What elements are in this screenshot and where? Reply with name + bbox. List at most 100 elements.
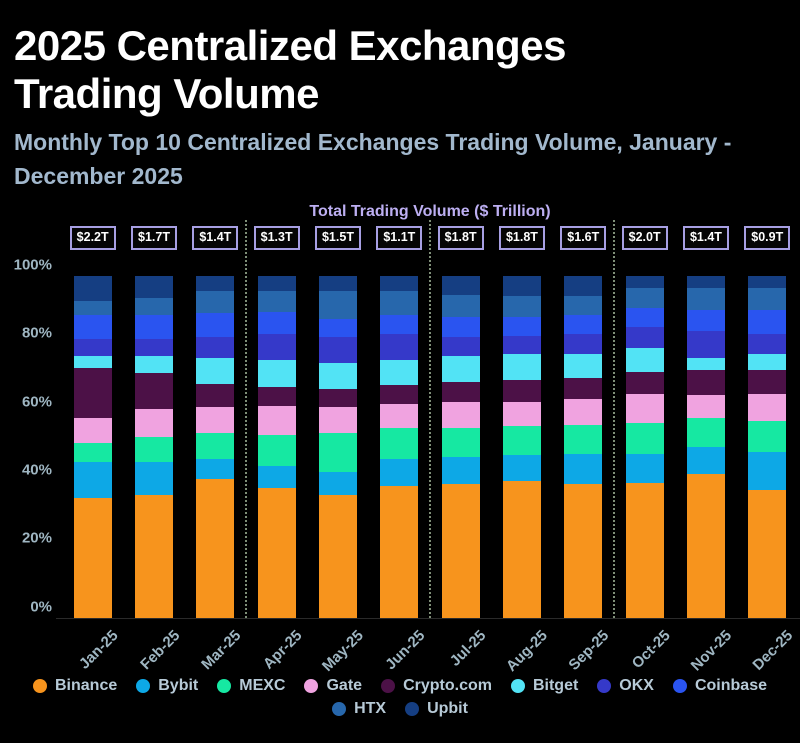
stacked-bar-Jun-25 bbox=[380, 275, 419, 618]
bar-segment-crypto-com bbox=[564, 378, 603, 399]
bar-segment-upbit bbox=[502, 275, 541, 297]
x-tick-slot: Jul-25 bbox=[430, 619, 491, 675]
chart: Total Trading Volume ($ Trillion) $2.2T $… bbox=[0, 203, 800, 675]
legend-label: Bybit bbox=[158, 676, 199, 694]
total-label: $1.3T bbox=[253, 225, 300, 250]
x-tick-slot: Oct-25 bbox=[614, 619, 675, 675]
legend-dot-icon bbox=[405, 701, 420, 716]
total-slot: $1.5T bbox=[307, 225, 368, 250]
bar-segment-bitget bbox=[380, 359, 419, 386]
bar-segment-htx bbox=[73, 301, 112, 316]
bar-segment-crypto-com bbox=[318, 388, 357, 408]
total-label: $1.8T bbox=[437, 225, 484, 250]
bar-segment-crypto-com bbox=[257, 386, 296, 406]
bar-segment-coinbase bbox=[257, 311, 296, 334]
bar-segment-gate bbox=[134, 409, 173, 437]
legend-row: HTX Upbit bbox=[332, 700, 468, 718]
bar-segment-okx bbox=[502, 335, 541, 355]
bar-segment-bitget bbox=[73, 356, 112, 369]
legend-item-upbit: Upbit bbox=[405, 700, 468, 718]
bar-segment-gate bbox=[625, 393, 664, 423]
bar-segment-upbit bbox=[625, 275, 664, 288]
total-label: $2.2T bbox=[69, 225, 116, 250]
bar-segment-coinbase bbox=[73, 315, 112, 340]
bar-slot bbox=[675, 275, 736, 618]
bar-segment-gate bbox=[318, 407, 357, 434]
legend-dot-icon bbox=[33, 678, 47, 693]
bar-segment-okx bbox=[196, 337, 235, 358]
bar-segment-okx bbox=[686, 330, 725, 358]
bar-segment-binance bbox=[564, 484, 603, 618]
x-tick-label: Feb-25 bbox=[136, 626, 184, 673]
bar-slot bbox=[614, 275, 675, 618]
bar-segment-mexc bbox=[257, 434, 296, 466]
bar-segment-mexc bbox=[748, 421, 787, 452]
bar-segment-bitget bbox=[502, 354, 541, 381]
bar-segment-mexc bbox=[441, 427, 480, 458]
bar-segment-gate bbox=[257, 405, 296, 435]
stacked-bar-Dec-25 bbox=[748, 275, 787, 618]
legend-dot-icon bbox=[332, 701, 347, 716]
bar-segment-crypto-com bbox=[196, 383, 235, 408]
bar-segment-okx bbox=[748, 333, 787, 355]
stacked-bar-May-25 bbox=[318, 275, 357, 618]
legend-dot-icon bbox=[136, 678, 151, 693]
x-axis-line bbox=[56, 617, 800, 619]
stacked-bar-Nov-25 bbox=[686, 275, 725, 618]
bar-segment-htx bbox=[686, 287, 725, 310]
bar-segment-coinbase bbox=[502, 316, 541, 336]
bar-slot bbox=[307, 275, 368, 618]
bar-segment-bybit bbox=[564, 453, 603, 485]
legend-label: Binance bbox=[55, 676, 118, 694]
legend-row: Binance Bybit MEXC Gate Crypto.com Bitget OKX C… bbox=[33, 677, 767, 695]
legend-label: MEXC bbox=[239, 676, 286, 694]
x-tick-slot: Mar-25 bbox=[185, 619, 246, 675]
x-tick-label: Sep-25 bbox=[565, 626, 613, 674]
bar-segment-coinbase bbox=[748, 310, 787, 334]
bar-segment-binance bbox=[196, 479, 235, 618]
bar-segment-binance bbox=[625, 482, 664, 618]
bar-segment-bybit bbox=[686, 446, 725, 475]
bar-segment-crypto-com bbox=[73, 368, 112, 418]
legend: Binance Bybit MEXC Gate Crypto.com Bitget OKX C… bbox=[0, 677, 800, 718]
y-tick-label: 0% bbox=[30, 598, 52, 616]
legend-item-okx: OKX bbox=[597, 677, 654, 695]
total-slot: $2.2T bbox=[62, 225, 123, 250]
total-label: $0.9T bbox=[744, 225, 791, 250]
bar-segment-bybit bbox=[502, 455, 541, 481]
total-label: $1.7T bbox=[131, 225, 177, 250]
bar-segment-binance bbox=[441, 484, 480, 618]
bar-segment-gate bbox=[441, 402, 480, 428]
bar-slot bbox=[123, 275, 184, 618]
quarter-separator bbox=[429, 219, 431, 618]
bar-segment-mexc bbox=[686, 417, 725, 447]
bar-segment-mexc bbox=[134, 436, 173, 463]
bar-segment-crypto-com bbox=[502, 380, 541, 403]
x-tick-label: Nov-25 bbox=[687, 626, 735, 675]
bar-segment-crypto-com bbox=[748, 369, 787, 394]
bar-segment-coinbase bbox=[380, 315, 419, 334]
stacked-bar-Oct-25 bbox=[625, 275, 664, 618]
bar-segment-coinbase bbox=[318, 318, 357, 338]
bar-segment-upbit bbox=[318, 275, 357, 292]
bar-segment-binance bbox=[502, 480, 541, 618]
total-label: $1.4T bbox=[192, 225, 239, 250]
bar-segment-coinbase bbox=[686, 310, 725, 331]
bars-row bbox=[62, 275, 798, 618]
legend-item-gate: Gate bbox=[304, 677, 362, 695]
bar-segment-htx bbox=[748, 287, 787, 310]
total-slot: $0.9T bbox=[737, 225, 798, 250]
bar-segment-bybit bbox=[134, 462, 173, 495]
legend-item-crypto-com: Crypto.com bbox=[381, 677, 492, 695]
x-tick-slot: Nov-25 bbox=[675, 619, 736, 675]
stacked-bar-Jul-25 bbox=[441, 275, 480, 618]
bar-slot bbox=[369, 275, 430, 618]
bar-segment-bitget bbox=[318, 363, 357, 389]
bar-segment-gate bbox=[196, 407, 235, 434]
legend-item-bitget: Bitget bbox=[510, 677, 578, 695]
bar-segment-bitget bbox=[257, 359, 296, 387]
bar-segment-okx bbox=[380, 333, 419, 360]
x-tick-slot: Jan-25 bbox=[62, 619, 123, 675]
bar-segment-okx bbox=[441, 337, 480, 357]
